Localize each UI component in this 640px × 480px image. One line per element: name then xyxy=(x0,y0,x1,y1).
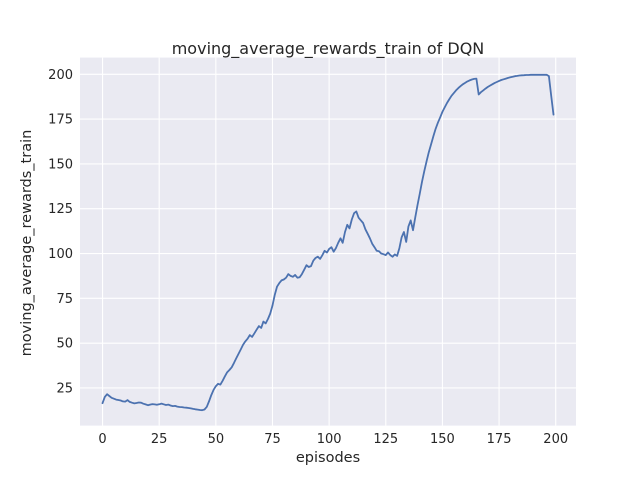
series-line xyxy=(101,73,555,412)
y-tick-label: 100 xyxy=(48,247,73,262)
x-tick-label: 200 xyxy=(543,432,568,447)
y-tick-label: 75 xyxy=(56,292,73,307)
x-tick-label: 175 xyxy=(487,432,512,447)
chart-title: moving_average_rewards_train of DQN xyxy=(171,39,485,58)
y-tick-label: 200 xyxy=(48,68,73,83)
y-tick-label: 50 xyxy=(56,337,73,352)
x-tick-label: 100 xyxy=(317,432,342,447)
x-tick-label: 0 xyxy=(98,432,106,447)
plot-area xyxy=(80,57,576,426)
y-axis-label: moving_average_rewards_train xyxy=(19,129,35,357)
x-tick-label: 150 xyxy=(430,432,455,447)
y-tick-label: 175 xyxy=(48,113,73,128)
x-tick-label: 125 xyxy=(373,432,398,447)
y-tick-label: 150 xyxy=(48,157,73,172)
x-tick-label: 75 xyxy=(264,432,281,447)
x-tick-label: 50 xyxy=(208,432,225,447)
y-tick-label: 125 xyxy=(48,202,73,217)
y-tick-label: 25 xyxy=(56,381,73,396)
x-tick-label: 25 xyxy=(151,432,168,447)
x-axis-label: episodes xyxy=(295,450,361,466)
